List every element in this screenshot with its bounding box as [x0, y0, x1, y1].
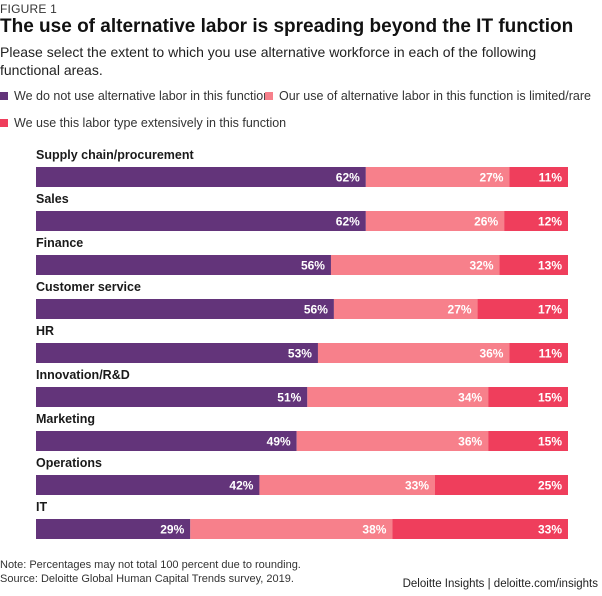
value-label-hr-limited: 36%: [479, 347, 503, 361]
bar-operations-extensive: [435, 475, 568, 495]
value-label-operations-not-used: 42%: [229, 479, 253, 493]
bar-it-limited: [190, 519, 393, 539]
bar-innovation-r-d-not-used: [36, 387, 308, 407]
bar-innovation-r-d-limited: [307, 387, 489, 407]
bar-operations-not-used: [36, 475, 260, 495]
bar-sales-extensive: [504, 211, 568, 231]
legend-label-extensive: We use this labor type extensively in th…: [14, 116, 287, 130]
bar-marketing-extensive: [488, 431, 568, 451]
bar-supply-chain-procurement-extensive: [509, 167, 568, 187]
value-label-it-not-used: 29%: [160, 523, 184, 537]
bar-hr-limited: [317, 343, 510, 363]
bar-supply-chain-procurement-not-used: [36, 167, 366, 187]
value-label-sales-not-used: 62%: [336, 215, 360, 229]
legend-swatch-extensive: [0, 119, 8, 127]
category-label-it: IT: [36, 500, 47, 514]
legend-item-not-used: We do not use alternative labor in this …: [0, 89, 270, 103]
legend-swatch-not-used: [0, 92, 8, 100]
bar-finance-limited: [330, 255, 500, 275]
legend-item-limited: Our use of alternative labor in this fun…: [265, 89, 591, 103]
value-label-supply-chain-procurement-extensive: 11%: [539, 171, 563, 185]
stacked-bar-chart: Supply chain/procurement 62% 27% 11% Sales 62…: [36, 148, 568, 539]
chart-notes: Note: Percentages may not total 100 perc…: [0, 558, 301, 586]
value-label-innovation-r-d-not-used: 51%: [277, 391, 301, 405]
chart-title: The use of alternative labor is spreadin…: [0, 16, 574, 37]
bar-it-not-used: [36, 519, 191, 539]
bar-finance-extensive: [499, 255, 568, 275]
category-label-marketing: Marketing: [36, 412, 95, 426]
source-note: Source: Deloitte Global Human Capital Tr…: [0, 573, 294, 585]
value-label-marketing-limited: 36%: [458, 435, 482, 449]
chart-subtitle: Please select the extent to which you us…: [0, 44, 537, 78]
value-label-marketing-not-used: 49%: [267, 435, 291, 449]
value-label-innovation-r-d-extensive: 15%: [538, 391, 562, 405]
category-label-innovation-r-d: Innovation/R&D: [36, 368, 130, 382]
value-label-customer-service-extensive: 17%: [538, 303, 562, 317]
value-label-innovation-r-d-limited: 34%: [458, 391, 482, 405]
value-label-finance-not-used: 56%: [301, 259, 325, 273]
bar-customer-service-limited: [333, 299, 478, 319]
legend-label-not-used: We do not use alternative labor in this …: [14, 89, 271, 103]
value-label-sales-extensive: 12%: [538, 215, 562, 229]
category-label-finance: Finance: [36, 236, 83, 250]
value-label-it-limited: 38%: [362, 523, 386, 537]
category-label-customer-service: Customer service: [36, 280, 141, 294]
bar-innovation-r-d-extensive: [488, 387, 568, 407]
value-label-it-extensive: 33%: [538, 523, 562, 537]
value-label-hr-not-used: 53%: [288, 347, 312, 361]
value-label-operations-limited: 33%: [405, 479, 429, 493]
publisher-credit: Deloitte Insights | deloitte.com/insight…: [402, 578, 598, 590]
bar-hr-extensive: [509, 343, 568, 363]
value-label-hr-extensive: 11%: [539, 347, 563, 361]
legend-swatch-limited: [265, 92, 273, 100]
category-label-hr: HR: [36, 324, 54, 338]
bar-finance-not-used: [36, 255, 331, 275]
bar-sales-limited: [365, 211, 505, 231]
bar-marketing-not-used: [36, 431, 297, 451]
value-label-finance-extensive: 13%: [538, 259, 562, 273]
value-label-operations-extensive: 25%: [538, 479, 562, 493]
category-label-supply-chain-procurement: Supply chain/procurement: [36, 148, 195, 162]
category-label-sales: Sales: [36, 192, 69, 206]
bar-supply-chain-procurement-limited: [365, 167, 510, 187]
legend-label-limited: Our use of alternative labor in this fun…: [279, 89, 591, 103]
value-label-supply-chain-procurement-not-used: 62%: [336, 171, 360, 185]
bar-customer-service-not-used: [36, 299, 334, 319]
value-label-finance-limited: 32%: [469, 259, 493, 273]
bar-customer-service-extensive: [477, 299, 568, 319]
bar-hr-not-used: [36, 343, 318, 363]
bar-it-extensive: [392, 519, 568, 539]
legend-item-extensive: We use this labor type extensively in th…: [0, 116, 286, 130]
value-label-marketing-extensive: 15%: [538, 435, 562, 449]
bar-operations-limited: [259, 475, 435, 495]
bar-sales-not-used: [36, 211, 366, 231]
value-label-sales-limited: 26%: [474, 215, 498, 229]
value-label-customer-service-limited: 27%: [448, 303, 472, 317]
category-label-operations: Operations: [36, 456, 102, 470]
bar-marketing-limited: [296, 431, 489, 451]
rounding-note: Note: Percentages may not total 100 perc…: [0, 559, 301, 571]
value-label-supply-chain-procurement-limited: 27%: [479, 171, 503, 185]
figure-label: FIGURE 1: [0, 2, 57, 16]
value-label-customer-service-not-used: 56%: [304, 303, 328, 317]
